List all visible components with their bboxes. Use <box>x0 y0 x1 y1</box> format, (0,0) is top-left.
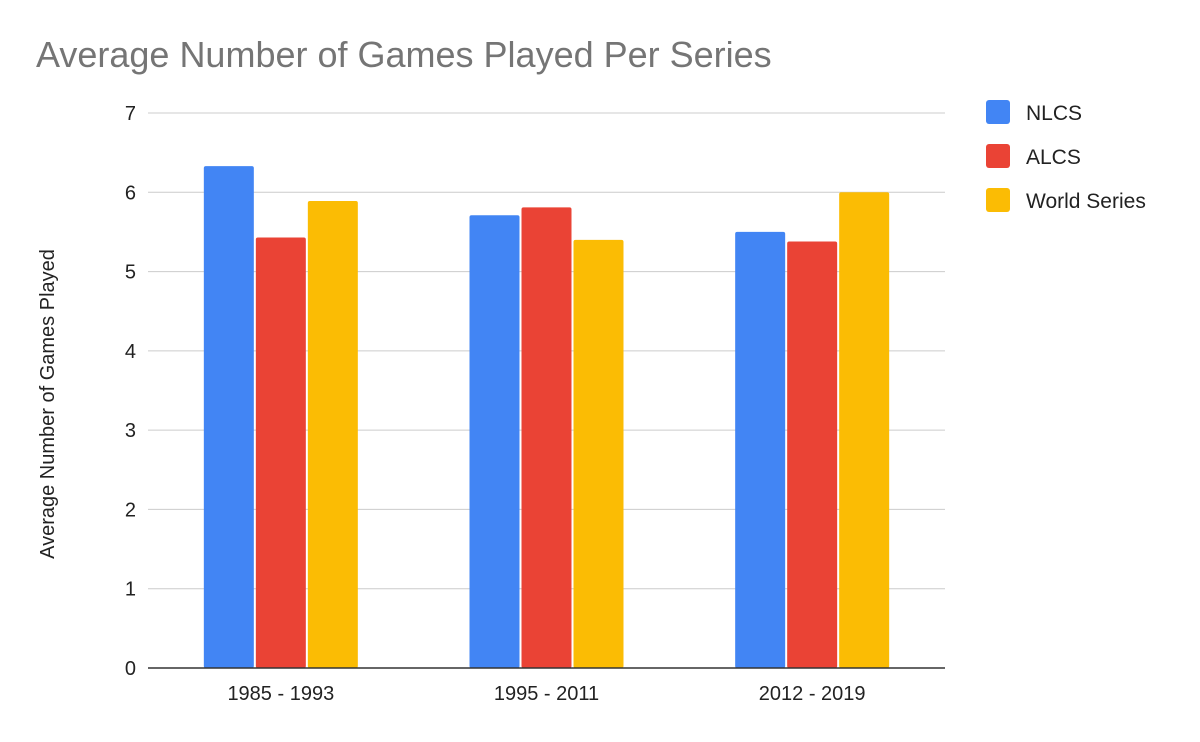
legend-label: ALCS <box>1026 146 1081 169</box>
bar-nlcs <box>203 166 254 668</box>
y-tick-label: 3 <box>125 420 136 442</box>
legend-label: World Series <box>1026 190 1146 213</box>
chart-title: Average Number of Games Played Per Serie… <box>36 34 772 75</box>
y-tick-label: 1 <box>125 579 136 601</box>
legend: NLCS ALCS World Series <box>986 100 1146 213</box>
legend-swatch <box>986 144 1010 168</box>
y-tick-label: 0 <box>125 658 136 680</box>
y-tick-label: 6 <box>125 182 136 204</box>
bar-alcs <box>255 237 306 668</box>
x-tick-label: 1995 - 2011 <box>494 683 599 705</box>
bar-nlcs <box>735 231 786 668</box>
y-tick-label: 4 <box>125 341 136 363</box>
bar-alcs <box>787 241 838 668</box>
y-tick-label: 5 <box>125 262 136 284</box>
bar-world-series <box>573 239 624 668</box>
x-tick-label: 1985 - 1993 <box>227 683 334 705</box>
bars <box>203 166 890 669</box>
y-tick-labels: 0 1 2 3 4 5 6 7 <box>125 103 136 680</box>
legend-swatch <box>986 100 1010 124</box>
x-tick-labels: 1985 - 1993 1995 - 2011 2012 - 2019 <box>227 683 865 705</box>
y-axis-label: Average Number of Games Played <box>37 249 59 559</box>
bar-nlcs <box>469 215 520 668</box>
legend-swatch <box>986 188 1010 212</box>
bar-alcs <box>521 207 572 668</box>
bar-world-series <box>839 192 890 669</box>
legend-label: NLCS <box>1026 102 1082 125</box>
y-tick-label: 2 <box>125 499 136 521</box>
y-tick-label: 7 <box>125 103 136 125</box>
bar-world-series <box>307 201 358 668</box>
x-tick-label: 2012 - 2019 <box>759 683 866 705</box>
